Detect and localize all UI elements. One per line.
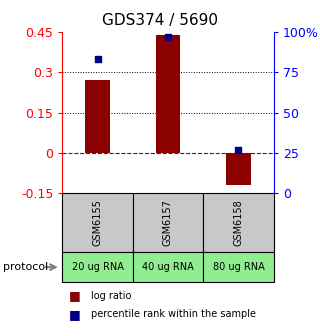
Text: 20 ug RNA: 20 ug RNA [72, 262, 124, 272]
Text: GSM6158: GSM6158 [233, 199, 244, 246]
Bar [85, 80, 110, 153]
Text: 40 ug RNA: 40 ug RNA [142, 262, 194, 272]
Text: GSM6157: GSM6157 [163, 199, 173, 246]
Bar [156, 35, 180, 153]
Text: percentile rank within the sample: percentile rank within the sample [91, 309, 256, 319]
Bar [226, 153, 251, 185]
Point [236, 147, 241, 152]
Text: 80 ug RNA: 80 ug RNA [212, 262, 264, 272]
Text: GDS374 / 5690: GDS374 / 5690 [102, 13, 218, 29]
Text: GSM6155: GSM6155 [92, 199, 103, 246]
Text: protocol: protocol [3, 262, 48, 272]
Point [95, 57, 100, 62]
Text: ■: ■ [69, 308, 81, 321]
Text: log ratio: log ratio [91, 291, 132, 301]
Point [165, 34, 171, 39]
Text: ■: ■ [69, 289, 81, 302]
